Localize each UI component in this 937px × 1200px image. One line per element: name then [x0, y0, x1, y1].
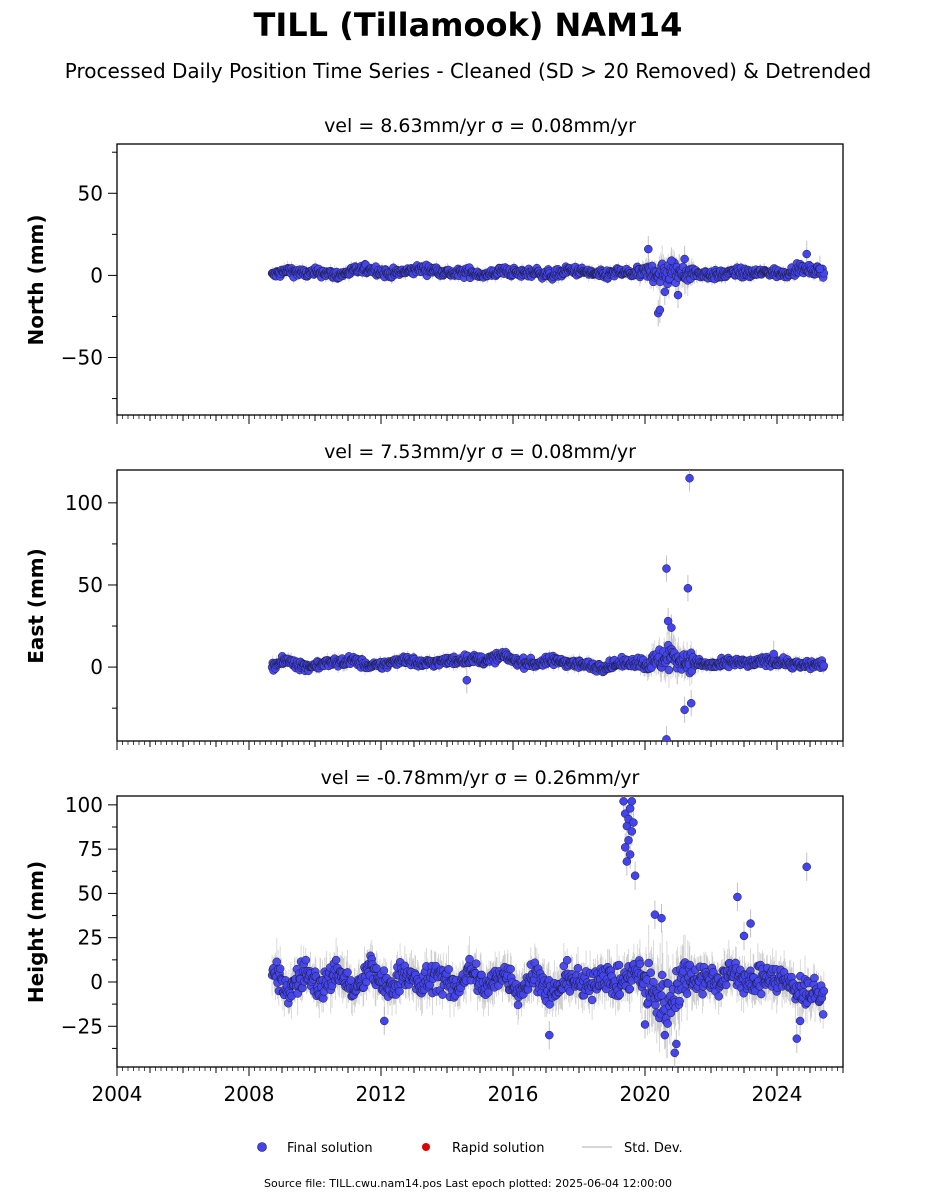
- data-point: [331, 955, 341, 965]
- outlier-point: [662, 564, 671, 573]
- outlier-point: [662, 735, 671, 741]
- y-tick-label: 50: [78, 573, 103, 597]
- outlier-point: [660, 287, 670, 297]
- y-tick-label: 0: [90, 263, 103, 287]
- outlier-point: [667, 623, 676, 632]
- outlier-point: [655, 305, 665, 315]
- panel-north-yticks: 50 0 −50: [61, 151, 117, 400]
- panel-east-plot: [116, 469, 844, 750]
- panel-height-title: vel = -0.78mm/yr σ = 0.26mm/yr: [321, 767, 640, 789]
- outlier-point: [644, 244, 653, 254]
- outlier-point: [815, 264, 825, 274]
- figure-subtitle: Processed Daily Position Time Series - C…: [65, 59, 871, 83]
- data-points: [267, 797, 829, 1058]
- data-layer: [267, 796, 829, 1067]
- data-point: [379, 966, 389, 975]
- figure-title: TILL (Tillamook) NAM14: [254, 6, 683, 44]
- outlier-point: [673, 290, 683, 300]
- plot-frame: [116, 469, 844, 742]
- panel-north-title: vel = 8.63mm/yr σ = 0.08mm/yr: [324, 115, 636, 137]
- outlier-point: [802, 249, 811, 259]
- panel-height-ylabel: Height (mm): [24, 861, 48, 1003]
- panel-height: vel = -0.78mm/yr σ = 0.26mm/yr Height (m…: [24, 767, 844, 1076]
- data-point: [444, 964, 453, 974]
- panel-height-plot: [116, 795, 844, 1076]
- data-point: [506, 964, 515, 974]
- outlier-point: [680, 254, 689, 264]
- panel-north-plot: [116, 143, 844, 424]
- panel-east: vel = 7.53mm/yr σ = 0.08mm/yr East (mm) …: [24, 441, 844, 750]
- panel-north: vel = 8.63mm/yr σ = 0.08mm/yr North (mm)…: [24, 115, 844, 424]
- outlier-point: [686, 698, 696, 708]
- data-point: [395, 987, 404, 996]
- panel-east-title: vel = 7.53mm/yr σ = 0.08mm/yr: [324, 441, 636, 463]
- data-point: [465, 954, 474, 964]
- outlier-point: [769, 649, 778, 659]
- data-point: [471, 959, 481, 968]
- data-point: [484, 988, 493, 997]
- error-bars: [271, 470, 825, 741]
- data-point: [664, 665, 674, 675]
- data-point: [513, 1000, 523, 1010]
- y-tick-label: 50: [78, 181, 103, 205]
- outlier-point: [685, 473, 694, 483]
- error-bars: [271, 796, 825, 1067]
- data-layer: [267, 235, 829, 327]
- data-point: [275, 964, 285, 974]
- outlier-point: [462, 675, 472, 685]
- data-points: [267, 473, 829, 741]
- data-point: [438, 990, 447, 999]
- panel-east-yticks: 100 50 0: [65, 491, 117, 709]
- outlier-point: [680, 705, 689, 715]
- data-point: [819, 661, 829, 671]
- outlier-point: [683, 584, 693, 593]
- plot-frame: [116, 795, 844, 1068]
- y-tick-label: 0: [90, 655, 103, 679]
- panel-north-ylabel: North (mm): [24, 214, 48, 345]
- data-point: [343, 968, 352, 977]
- y-tick-label: −50: [61, 346, 103, 370]
- data-points: [267, 244, 829, 318]
- data-point: [301, 955, 311, 965]
- y-tick-label: 100: [65, 491, 103, 515]
- outlier-point: [667, 256, 676, 265]
- data-layer: [267, 470, 829, 741]
- panel-east-ylabel: East (mm): [24, 548, 48, 664]
